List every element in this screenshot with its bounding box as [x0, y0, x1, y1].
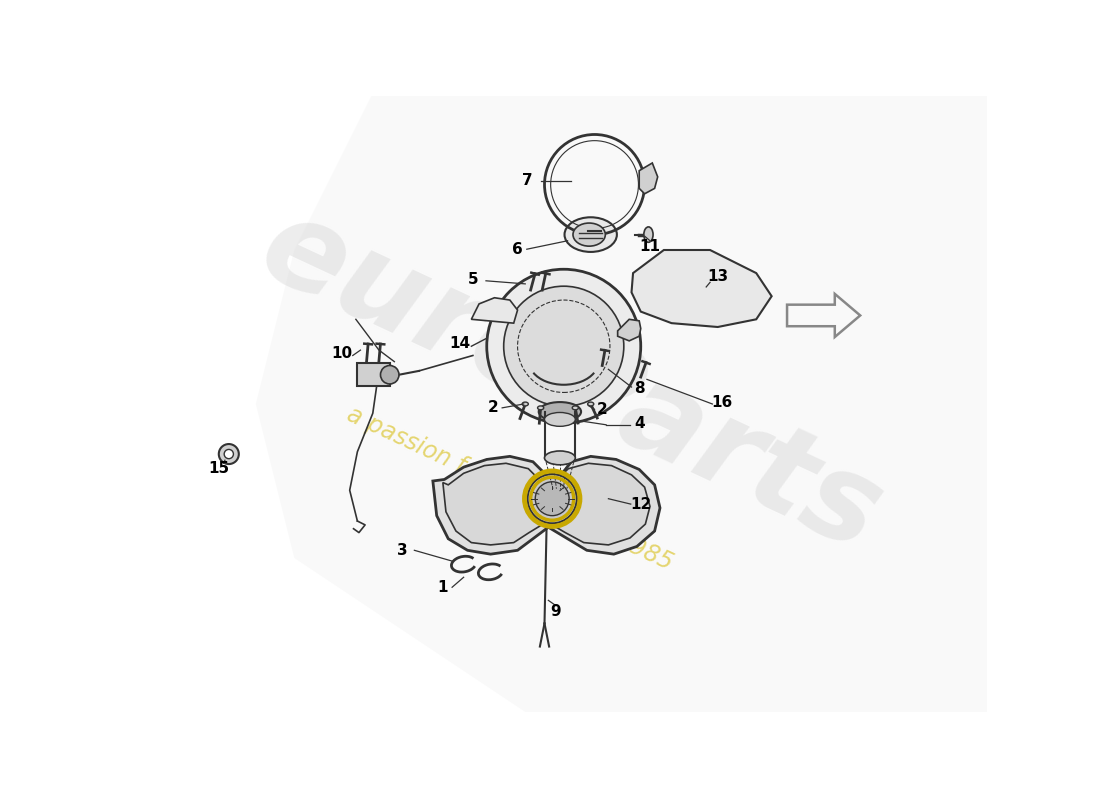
Circle shape: [486, 270, 640, 423]
PathPatch shape: [443, 463, 650, 545]
Circle shape: [224, 450, 233, 458]
Polygon shape: [631, 250, 772, 327]
Text: 3: 3: [397, 542, 407, 558]
Ellipse shape: [522, 402, 528, 406]
Text: 2: 2: [597, 402, 607, 417]
Text: euroParts: euroParts: [243, 186, 900, 575]
Circle shape: [504, 286, 624, 406]
Text: 12: 12: [630, 497, 651, 512]
Text: 14: 14: [449, 337, 471, 351]
Polygon shape: [358, 363, 389, 386]
Ellipse shape: [587, 402, 594, 406]
Circle shape: [536, 482, 569, 516]
Text: 4: 4: [634, 416, 645, 430]
Text: 15: 15: [208, 461, 230, 476]
Ellipse shape: [544, 413, 575, 426]
Polygon shape: [639, 163, 658, 194]
Text: 8: 8: [634, 381, 645, 396]
Ellipse shape: [564, 218, 617, 252]
Text: 5: 5: [468, 272, 478, 286]
Text: 10: 10: [331, 346, 353, 362]
PathPatch shape: [255, 96, 988, 712]
Text: 7: 7: [522, 173, 532, 188]
Text: 16: 16: [711, 395, 733, 410]
Text: 2: 2: [487, 400, 498, 415]
Circle shape: [528, 474, 576, 523]
Ellipse shape: [544, 451, 575, 465]
Circle shape: [381, 366, 399, 384]
Ellipse shape: [538, 406, 543, 410]
Text: 11: 11: [639, 238, 660, 254]
Text: 13: 13: [707, 270, 728, 285]
Ellipse shape: [539, 402, 581, 422]
Ellipse shape: [573, 223, 605, 246]
Circle shape: [219, 444, 239, 464]
Text: 6: 6: [513, 242, 522, 258]
Polygon shape: [472, 298, 517, 323]
Text: a passion for parts since 1985: a passion for parts since 1985: [343, 402, 676, 575]
Polygon shape: [618, 319, 640, 341]
PathPatch shape: [433, 456, 660, 554]
Text: 1: 1: [437, 580, 448, 594]
Ellipse shape: [644, 227, 653, 242]
Ellipse shape: [572, 406, 579, 410]
Text: 9: 9: [551, 605, 561, 619]
